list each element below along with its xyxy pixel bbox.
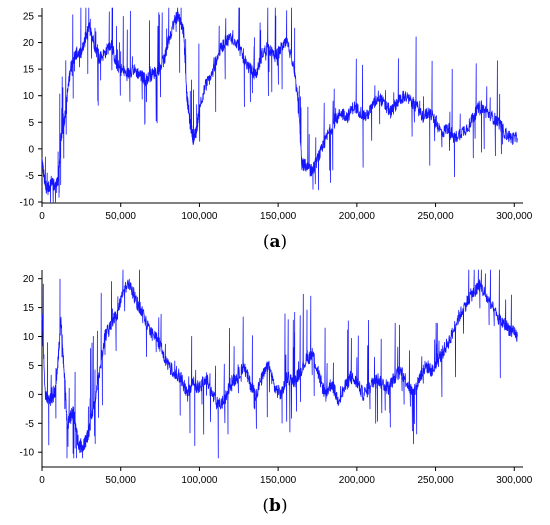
y-tick-label: 15 [23,65,35,76]
x-tick-label: 150,000 [260,211,297,222]
chart-a-caption: (a) [262,232,288,252]
y-tick-label: 15 [23,303,35,314]
y-tick-label: 10 [23,91,35,102]
x-tick-label: 50,000 [105,211,136,222]
x-tick-label: 150,000 [260,475,297,484]
y-tick-label: -10 [20,448,35,459]
y-tick-label: 0 [28,390,34,401]
x-tick-label: 300,000 [496,475,533,484]
x-tick-label: 250,000 [417,475,454,484]
chart-b-plot-area: -10 -5 0 5 10 15 20 0 50,000 100,000 150,000 200,00… [0,262,550,484]
x-tick-label: 200,000 [339,211,376,222]
y-tick-label: 5 [28,118,34,129]
x-tick-label: 100,000 [181,211,218,222]
y-tick-label: 5 [28,361,34,372]
x-tick-label: 100,000 [181,475,218,484]
chart-a-svg: -10 -5 0 5 10 15 20 25 0 50,000 100,000 150,000 200,… [20,7,533,222]
y-tick-label: -5 [25,419,34,430]
x-tick-label: 250,000 [417,211,454,222]
x-tick-label: 300,000 [496,211,533,222]
x-tick-label: 50,000 [105,475,136,484]
chart-b-caption: (b) [262,496,288,516]
y-tick-label: -5 [25,171,34,182]
x-tick-label: 0 [39,211,45,222]
y-tick-label: 10 [23,332,35,343]
y-tick-label: 20 [23,38,35,49]
y-tick-label: 25 [23,11,35,22]
chart-panel-b: -10 -5 0 5 10 15 20 0 50,000 100,000 150,000 200,00… [0,262,550,525]
y-tick-label: -10 [20,198,35,209]
series-line [41,269,518,459]
chart-a-plot-area: -10 -5 0 5 10 15 20 25 0 50,000 100,000 150,000 200,… [0,0,550,222]
y-tick-label: 0 [28,144,34,155]
x-tick-label: 200,000 [339,475,376,484]
x-tick-label: 0 [39,475,45,484]
chart-b-svg: -10 -5 0 5 10 15 20 0 50,000 100,000 150,000 200,00… [20,269,533,484]
y-tick-label: 20 [23,274,35,285]
chart-panel-a: -10 -5 0 5 10 15 20 25 0 50,000 100,000 150,000 200,… [0,0,550,262]
series-line [41,7,518,203]
